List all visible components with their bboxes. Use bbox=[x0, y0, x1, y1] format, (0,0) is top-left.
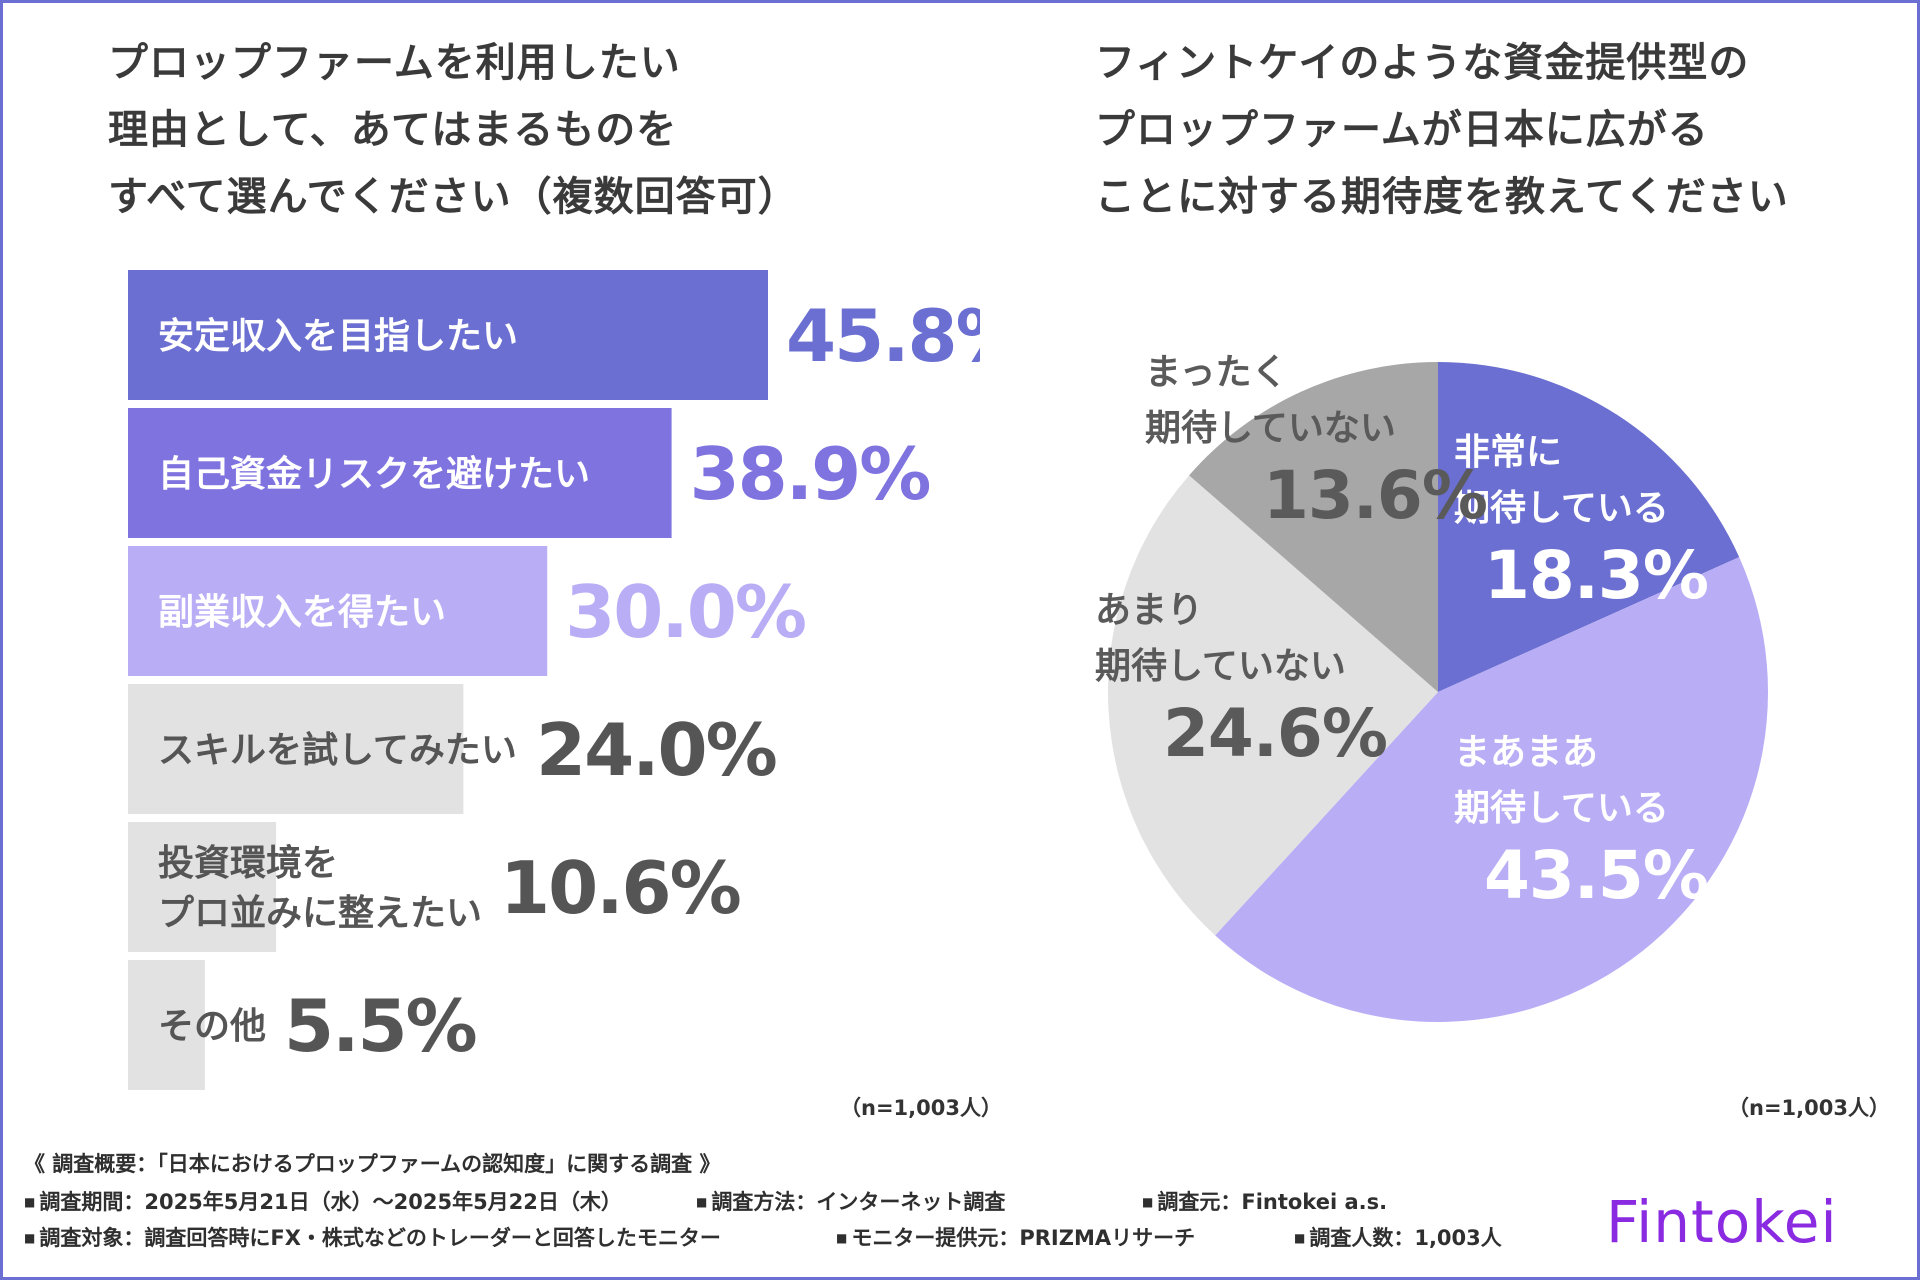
bar-chart-title-line: すべて選んでください（複数回答可） bbox=[108, 174, 799, 220]
bar-value-label: 10.6% bbox=[500, 846, 740, 930]
bar-value-label: 5.5% bbox=[284, 984, 476, 1068]
survey-monitor: モニター提供元：PRIZMAリサーチ bbox=[836, 1222, 1195, 1252]
pie-value-label: 24.6% bbox=[1163, 695, 1388, 772]
pie-label-somewhat-expecting: まあまあ 期待している 43.5% bbox=[1454, 725, 1709, 915]
bar-category-label: その他 bbox=[158, 1006, 266, 1047]
pie-label-line: まあまあ bbox=[1454, 732, 1599, 773]
pie-value-label: 18.3% bbox=[1484, 537, 1709, 614]
pie-label-line: まったく bbox=[1145, 352, 1288, 393]
pie-slice bbox=[1215, 557, 1769, 1023]
pie-label-not-much-expecting: あまり 期待していない 24.6% bbox=[1095, 583, 1388, 773]
bar-value-label: 24.0% bbox=[536, 708, 776, 792]
pie-chart-title-line: プロップファームが日本に広がる bbox=[1095, 107, 1709, 153]
pie-chart-sample-size: （n=1,003人） bbox=[1728, 1096, 1890, 1120]
bar-category-label: 投資環境を bbox=[158, 843, 338, 884]
pie-chart-title: フィントケイのような資金提供型の プロップファームが日本に広がる ことに対する期… bbox=[1095, 30, 1789, 231]
pie-slice bbox=[1108, 475, 1438, 936]
bar-category-label: スキルを試してみたい bbox=[158, 730, 517, 771]
pie-label-very-expecting: 非常に 期待している 18.3% bbox=[1454, 425, 1709, 615]
bar-value-label: 30.0% bbox=[565, 570, 805, 654]
pie-label-line: 期待していない bbox=[1095, 646, 1346, 687]
bar bbox=[128, 960, 205, 1090]
pie-label-not-at-all-expecting: まったく 期待していない 13.6% bbox=[1145, 345, 1488, 535]
survey-target: 調査対象：調査回答時にFX・株式などのトレーダーと回答したモニター bbox=[24, 1222, 721, 1252]
survey-row: 調査期間：2025年5月21日（水）～2025年5月22日（木） 調査方法：イン… bbox=[24, 1186, 1584, 1216]
survey-method: 調査方法：インターネット調査 bbox=[696, 1186, 1005, 1216]
bar-chart-title-line: プロップファームを利用したい bbox=[108, 40, 681, 86]
bar bbox=[128, 684, 464, 814]
pie-chart-title-line: フィントケイのような資金提供型の bbox=[1095, 40, 1750, 86]
survey-period: 調査期間：2025年5月21日（水）～2025年5月22日（木） bbox=[24, 1186, 622, 1216]
bar-chart-title: プロップファームを利用したい 理由として、あてはまるものを すべて選んでください… bbox=[108, 30, 799, 231]
survey-heading: 《 調査概要：「日本におけるプロップファームの認知度」に関する調査 》 bbox=[24, 1152, 721, 1176]
bar-value-label: 45.8% bbox=[786, 294, 980, 378]
pie-chart-title-line: ことに対する期待度を教えてください bbox=[1095, 174, 1789, 220]
bar-chart-sample-size: （n=1,003人） bbox=[840, 1096, 1002, 1120]
fintokei-logo: Fintokei bbox=[1606, 1188, 1838, 1256]
pie-label-line: 非常に bbox=[1454, 432, 1563, 473]
bar bbox=[128, 270, 768, 400]
pie-value-label: 43.5% bbox=[1484, 837, 1709, 914]
pie-label-line: 期待している bbox=[1454, 488, 1669, 529]
bar-chart: 安定収入を目指したい 45.8% 自己資金リスクを避けたい 38.9% 副業収入を得たい… bbox=[128, 270, 980, 1090]
bar-category-label: プロ並みに整えたい bbox=[158, 893, 482, 934]
survey-row: 調査対象：調査回答時にFX・株式などのトレーダーと回答したモニター モニター提供… bbox=[24, 1222, 1584, 1252]
pie-label-line: 期待していない bbox=[1145, 408, 1396, 449]
pie-label-line: あまり bbox=[1095, 590, 1204, 631]
bar bbox=[128, 822, 277, 952]
pie-slice bbox=[1438, 362, 1740, 692]
bar-category-label: 自己資金リスクを避けたい bbox=[158, 453, 590, 495]
survey-count: 調査人数：1,003人 bbox=[1294, 1222, 1501, 1252]
pie-label-line: 期待している bbox=[1454, 788, 1669, 829]
pie-slice bbox=[1189, 362, 1438, 692]
bar-category-label: 副業収入を得たい bbox=[158, 592, 446, 633]
survey-source: 調査元：Fintokei a.s. bbox=[1142, 1186, 1387, 1216]
pie-value-label: 13.6% bbox=[1263, 457, 1488, 534]
pie-chart bbox=[1108, 362, 1769, 1023]
bar-value-label: 38.9% bbox=[690, 432, 930, 516]
bar bbox=[128, 408, 672, 538]
bar-chart-title-line: 理由として、あてはまるものを bbox=[108, 107, 678, 153]
bar-category-label: 安定収入を目指したい bbox=[158, 316, 518, 357]
bar bbox=[128, 546, 548, 676]
